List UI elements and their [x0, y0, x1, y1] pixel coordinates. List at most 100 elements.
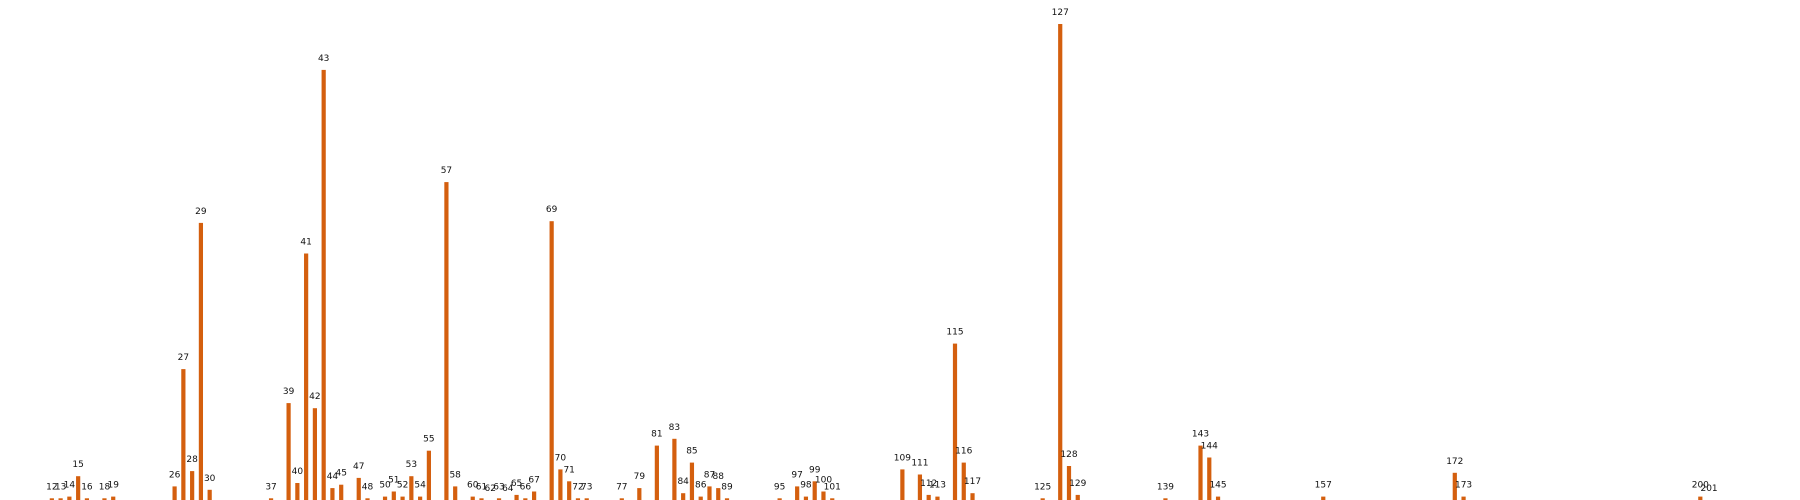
bar-99: [812, 481, 817, 500]
bar-label-62: 62: [485, 484, 496, 494]
bar-98: [803, 496, 809, 500]
bar-label-200: 200: [1692, 481, 1709, 491]
bar-86: [698, 496, 703, 500]
bar-label-143: 143: [1192, 430, 1209, 440]
bar-label-129: 129: [1069, 479, 1086, 489]
bar-113: [935, 496, 940, 500]
bar-label-61: 61: [476, 482, 487, 492]
bar-label-113: 113: [929, 481, 946, 491]
bar-14: [67, 496, 72, 500]
bar-label-72: 72: [572, 482, 583, 492]
bar-label-87: 87: [704, 470, 715, 480]
bar-label-55: 55: [423, 435, 434, 445]
bar-89: [724, 498, 730, 500]
bar-label-83: 83: [669, 423, 680, 433]
bar-label-116: 116: [955, 447, 972, 457]
bar-label-100: 100: [815, 476, 832, 486]
bar-label-18: 18: [99, 482, 111, 492]
bar-139: [1163, 498, 1168, 500]
bar-label-29: 29: [195, 207, 207, 217]
bar-18: [102, 498, 107, 500]
bar-41: [304, 253, 309, 500]
bar-116: [961, 462, 966, 500]
bar-37: [268, 498, 274, 500]
bar-69: [549, 221, 554, 500]
bar-30: [207, 489, 212, 500]
bar-112: [926, 494, 931, 500]
bar-127: [1058, 24, 1063, 500]
bar-label-88: 88: [713, 472, 725, 482]
bar-label-84: 84: [677, 477, 689, 487]
bar-label-86: 86: [695, 481, 707, 491]
bar-label-41: 41: [300, 238, 311, 248]
bar-label-27: 27: [178, 353, 189, 363]
bar-label-60: 60: [467, 481, 479, 491]
bar-54: [418, 496, 423, 500]
bar-label-145: 145: [1209, 481, 1226, 491]
bar-43: [321, 69, 326, 500]
bar-label-157: 157: [1315, 481, 1332, 491]
bar-label-54: 54: [414, 481, 426, 491]
bar-label-37: 37: [265, 482, 276, 492]
bar-label-63: 63: [493, 482, 504, 492]
bar-157: [1321, 496, 1326, 500]
bar-84: [681, 493, 686, 500]
bar-label-69: 69: [546, 205, 558, 215]
bar-label-128: 128: [1060, 450, 1077, 460]
bar-label-109: 109: [894, 453, 911, 463]
bar-51: [391, 491, 396, 500]
bar-39: [286, 403, 291, 500]
bar-19: [111, 496, 116, 500]
bar-129: [1075, 494, 1080, 500]
bar-65: [514, 494, 519, 500]
bar-12: [49, 498, 54, 500]
bar-29: [198, 222, 204, 500]
bar-label-172: 172: [1446, 457, 1463, 467]
bar-label-47: 47: [353, 462, 364, 472]
bar-label-125: 125: [1034, 482, 1051, 492]
bar-label-57: 57: [441, 166, 452, 176]
bar-label-173: 173: [1455, 481, 1472, 491]
bar-144: [1207, 457, 1212, 500]
bar-67: [532, 491, 537, 500]
bar-81: [654, 445, 659, 500]
bar-60: [470, 496, 475, 500]
bar-label-64: 64: [502, 484, 514, 494]
bar-label-14: 14: [64, 481, 76, 491]
bar-label-19: 19: [107, 481, 119, 491]
bar-44: [330, 488, 335, 500]
bar-label-70: 70: [555, 453, 567, 463]
bar-27: [181, 369, 186, 500]
bar-label-53: 53: [406, 460, 417, 470]
bar-label-66: 66: [520, 482, 532, 492]
bar-55: [426, 450, 431, 500]
bar-label-99: 99: [809, 465, 821, 475]
bar-label-98: 98: [800, 481, 812, 491]
bar-label-127: 127: [1052, 8, 1069, 18]
bar-label-67: 67: [528, 476, 539, 486]
bar-label-111: 111: [911, 459, 928, 469]
bar-label-144: 144: [1201, 442, 1218, 452]
bar-173: [1461, 496, 1466, 500]
bar-label-13: 13: [55, 482, 66, 492]
bar-97: [795, 486, 800, 500]
bar-label-15: 15: [72, 460, 83, 470]
bar-15: [76, 476, 81, 500]
bar-label-201: 201: [1700, 484, 1717, 494]
bar-label-89: 89: [721, 482, 733, 492]
bar-13: [58, 498, 63, 500]
bar-52: [400, 496, 405, 500]
bar-143: [1198, 445, 1203, 500]
bars-layer: [49, 24, 1703, 500]
bar-label-12: 12: [46, 482, 57, 492]
bar-61: [479, 498, 484, 500]
bar-label-79: 79: [634, 472, 646, 482]
bar-128: [1066, 466, 1072, 500]
bar-label-139: 139: [1157, 482, 1174, 492]
bar-label-97: 97: [791, 470, 802, 480]
bar-16: [84, 498, 90, 500]
bar-42: [312, 408, 317, 500]
bar-172: [1452, 472, 1457, 500]
